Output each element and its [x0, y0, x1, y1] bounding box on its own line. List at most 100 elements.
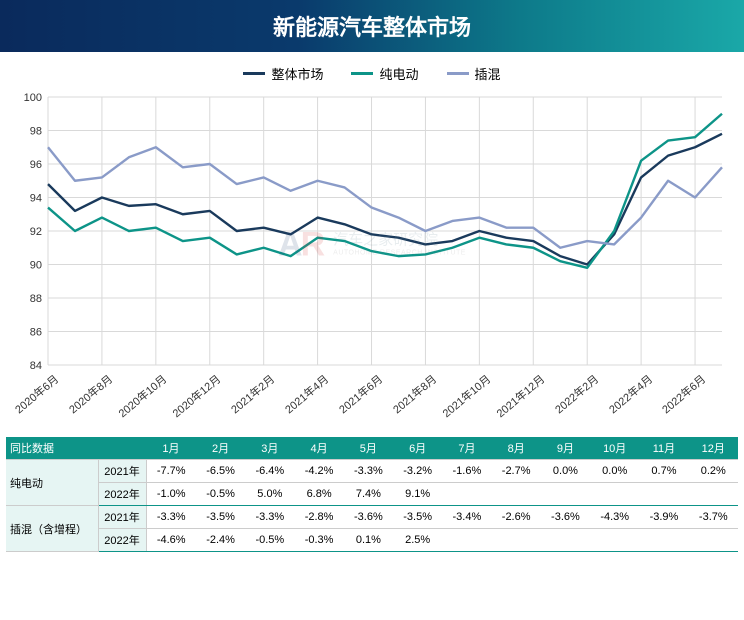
month-header: 10月: [590, 437, 639, 460]
legend-swatch: [447, 72, 469, 75]
data-cell: 0.7%: [639, 460, 688, 483]
year-cell: 2022年: [98, 483, 146, 506]
data-cell: -2.6%: [492, 506, 541, 529]
x-tick-label: 2020年12月: [169, 371, 224, 421]
month-header: 4月: [294, 437, 343, 460]
table-row: 插混（含增程）2021年-3.3%-3.5%-3.3%-2.8%-3.6%-3.…: [6, 506, 738, 529]
x-tick-label: 2021年10月: [438, 371, 493, 421]
data-cell: -2.7%: [492, 460, 541, 483]
x-tick-label: 2022年4月: [605, 371, 656, 417]
data-cell: -3.3%: [344, 460, 393, 483]
x-tick-label: 2022年2月: [551, 371, 602, 417]
data-cell: [492, 529, 541, 552]
svg-text:100: 100: [24, 92, 42, 104]
data-cell: 0.0%: [541, 460, 590, 483]
legend-label: 插混: [475, 64, 501, 83]
data-cell: 5.0%: [245, 483, 294, 506]
month-header: 6月: [393, 437, 442, 460]
legend-label: 整体市场: [271, 64, 323, 83]
month-header: 9月: [541, 437, 590, 460]
data-cell: -3.5%: [196, 506, 245, 529]
data-cell: [442, 529, 491, 552]
data-cell: [442, 483, 491, 506]
data-cell: -4.6%: [146, 529, 196, 552]
x-axis-labels: 2020年6月2020年8月2020年10月2020年12月2021年2月202…: [12, 371, 732, 431]
legend-swatch: [243, 72, 265, 75]
legend-swatch: [351, 72, 373, 75]
year-cell: 2021年: [98, 460, 146, 483]
svg-text:98: 98: [30, 126, 42, 138]
table-row: 2022年-1.0%-0.5%5.0%6.8%7.4%9.1%: [6, 483, 738, 506]
data-cell: 9.1%: [393, 483, 442, 506]
line-chart: 84 86 88 90 92 94 96 98 100: [12, 91, 732, 371]
data-cell: -2.4%: [196, 529, 245, 552]
svg-text:86: 86: [30, 327, 42, 339]
data-cell: 0.1%: [344, 529, 393, 552]
month-header: 2月: [196, 437, 245, 460]
data-cell: [689, 483, 738, 506]
x-tick-label: 2020年6月: [12, 371, 63, 417]
data-cell: 0.2%: [689, 460, 738, 483]
svg-text:96: 96: [30, 159, 42, 171]
svg-text:90: 90: [30, 260, 42, 272]
data-cell: -0.3%: [294, 529, 343, 552]
data-cell: [639, 529, 688, 552]
data-cell: [541, 529, 590, 552]
data-cell: -3.2%: [393, 460, 442, 483]
svg-text:88: 88: [30, 293, 42, 305]
month-header: 7月: [442, 437, 491, 460]
data-cell: -4.3%: [590, 506, 639, 529]
data-cell: -1.6%: [442, 460, 491, 483]
x-tick-label: 2021年8月: [389, 371, 440, 417]
data-cell: -3.9%: [639, 506, 688, 529]
data-cell: -6.5%: [196, 460, 245, 483]
data-cell: 2.5%: [393, 529, 442, 552]
data-cell: [590, 529, 639, 552]
data-cell: -0.5%: [196, 483, 245, 506]
data-cell: -3.6%: [344, 506, 393, 529]
svg-text:94: 94: [30, 193, 42, 205]
table-row: 纯电动2021年-7.7%-6.5%-6.4%-4.2%-3.3%-3.2%-1…: [6, 460, 738, 483]
data-cell: -4.2%: [294, 460, 343, 483]
data-cell: -2.8%: [294, 506, 343, 529]
data-cell: -1.0%: [146, 483, 196, 506]
x-tick-label: 2020年10月: [115, 371, 170, 421]
month-header: 5月: [344, 437, 393, 460]
data-cell: [689, 529, 738, 552]
legend-item: 纯电动: [351, 64, 418, 83]
svg-text:84: 84: [30, 360, 42, 371]
chart-area: 整体市场纯电动插混 8486889092949698100 2020年6月202…: [0, 52, 744, 437]
data-cell: -3.5%: [393, 506, 442, 529]
x-tick-label: 2022年6月: [659, 371, 710, 417]
x-tick-label: 2021年6月: [335, 371, 386, 417]
data-cell: -3.4%: [442, 506, 491, 529]
chart-title: 新能源汽车整体市场: [0, 0, 744, 52]
data-cell: [541, 483, 590, 506]
month-header: 8月: [492, 437, 541, 460]
data-cell: -3.6%: [541, 506, 590, 529]
legend-item: 插混: [447, 64, 501, 83]
data-cell: 6.8%: [294, 483, 343, 506]
data-cell: 7.4%: [344, 483, 393, 506]
data-cell: -3.7%: [689, 506, 738, 529]
svg-text:92: 92: [30, 226, 42, 238]
data-cell: -0.5%: [245, 529, 294, 552]
table-header-row: 同比数据1月2月3月4月5月6月7月8月9月10月11月12月: [6, 437, 738, 460]
data-cell: -3.3%: [245, 506, 294, 529]
legend: 整体市场 纯电动 插混: [12, 64, 732, 83]
month-header: 11月: [639, 437, 688, 460]
x-tick-label: 2021年12月: [492, 371, 547, 421]
month-header: 1月: [146, 437, 196, 460]
row-group-label: 纯电动: [6, 460, 98, 506]
x-tick-label: 2020年8月: [66, 371, 117, 417]
table-row: 2022年-4.6%-2.4%-0.5%-0.3%0.1%2.5%: [6, 529, 738, 552]
data-cell: -6.4%: [245, 460, 294, 483]
data-cell: -7.7%: [146, 460, 196, 483]
x-tick-label: 2021年4月: [281, 371, 332, 417]
legend-item: 整体市场: [243, 64, 323, 83]
legend-label: 纯电动: [379, 64, 418, 83]
x-tick-label: 2021年2月: [227, 371, 278, 417]
year-cell: 2022年: [98, 529, 146, 552]
row-group-label: 插混（含增程）: [6, 506, 98, 552]
data-cell: [492, 483, 541, 506]
